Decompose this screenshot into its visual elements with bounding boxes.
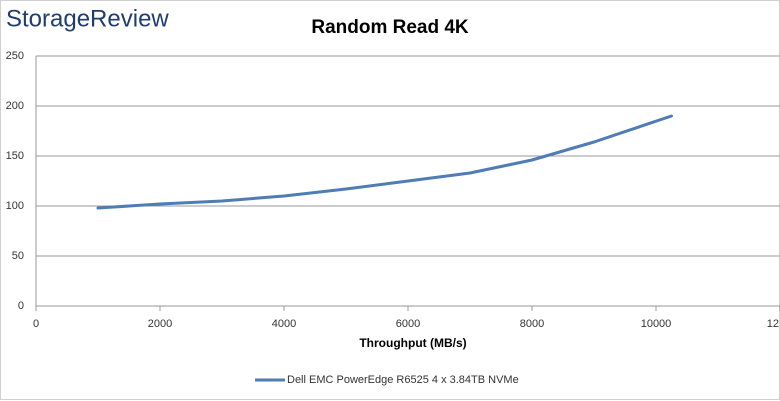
x-tick-label: 0 <box>33 318 39 330</box>
series-line <box>96 114 673 210</box>
y-tick-label: 0 <box>18 300 24 312</box>
x-tick-label: 6000 <box>396 318 420 330</box>
x-tick-label: 2000 <box>148 318 172 330</box>
y-tick-label: 50 <box>12 250 24 262</box>
y-tick-label: 200 <box>6 100 24 112</box>
brand-logo: StorageReview <box>6 5 169 32</box>
x-tick-label: 10000 <box>641 318 672 330</box>
y-tick-label: 100 <box>6 200 24 212</box>
y-tick-label: 250 <box>6 50 24 62</box>
y-tick-label: 150 <box>6 150 24 162</box>
x-tick-label: 4000 <box>272 318 296 330</box>
legend-label: Dell EMC PowerEdge R6525 4 x 3.84TB NVMe <box>287 374 519 386</box>
x-axis-label: Throughput (MB/s) <box>359 336 466 350</box>
chart-title: Random Read 4K <box>311 17 469 38</box>
x-tick-label: 12 <box>767 318 779 330</box>
x-tick-label: 8000 <box>520 318 544 330</box>
